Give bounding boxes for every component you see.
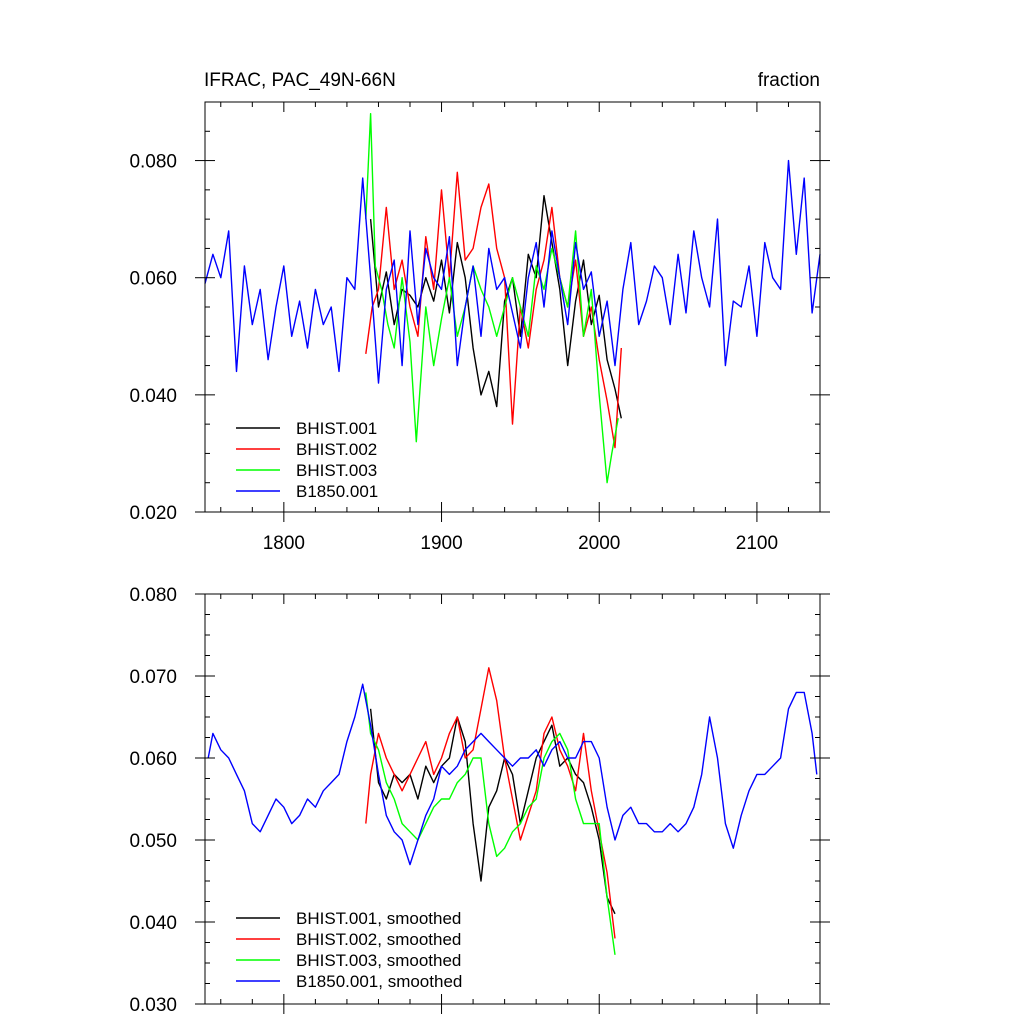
bottom-plot-area [207,667,818,955]
y-tick-label: 0.070 [129,667,177,688]
legend-label: B1850.001 [296,482,378,501]
series-line-bhist-002 [365,171,622,449]
series-line-bhist-003-smoothed [365,692,616,955]
y-tick-label: 0.060 [129,269,177,290]
bottom-panel: BHIST.001, smoothed BHIST.002, smoothed BH… [129,585,830,1016]
legend-label: BHIST.001, smoothed [296,909,461,928]
x-tick-label: 2100 [736,533,778,554]
y-tick-label: 0.040 [129,913,177,934]
y-tick-label: 0.040 [129,386,177,407]
y-tick-label: 0.030 [129,995,177,1016]
series-line-bhist-003 [365,112,619,484]
top-plot-area [204,112,821,484]
x-tick-label: 2000 [578,533,620,554]
series-line-b1850-001-smoothed [207,683,818,866]
x-tick-label: 1900 [420,533,462,554]
y-tick-label: 0.080 [129,152,177,173]
legend-label: BHIST.003 [296,461,377,480]
y-tick-label: 0.020 [129,503,177,524]
units-label: fraction [758,70,820,91]
legend-label: BHIST.002 [296,440,377,459]
series-line-bhist-001-smoothed [369,708,616,915]
y-tick-label: 0.050 [129,831,177,852]
legend-label: BHIST.001 [296,419,377,438]
top-panel: IFRAC, PAC_49N-66N fraction BHIST.001BHI… [129,70,830,554]
chart-title: IFRAC, PAC_49N-66N [204,70,396,91]
bottom-legend: BHIST.001, smoothed BHIST.002, smoothed BH… [236,909,462,991]
series-line-bhist-001 [369,194,622,419]
legend-label: BHIST.002, smoothed [296,930,461,949]
legend-label: BHIST.003, smoothed [296,951,461,970]
series-line-b1850-001 [204,159,821,384]
x-tick-label: 1800 [263,533,305,554]
y-tick-label: 0.080 [129,585,177,606]
y-tick-label: 0.060 [129,749,177,770]
legend-label: B1850.001, smoothed [296,972,462,991]
top-legend: BHIST.001 BHIST.002 BHIST.003 B1850.001 [236,419,378,501]
